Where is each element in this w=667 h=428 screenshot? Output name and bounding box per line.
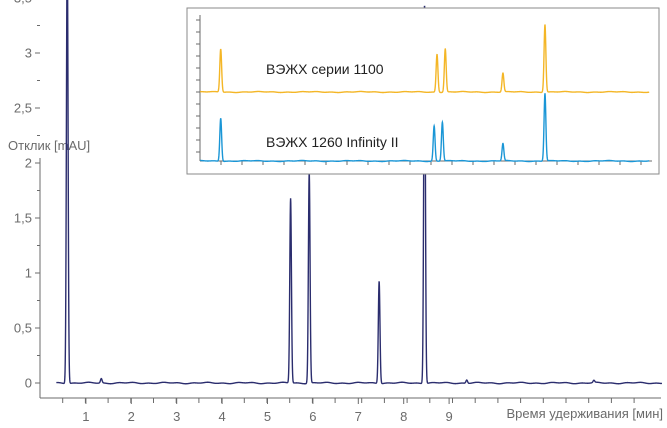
x-tick-label: 3 <box>173 409 180 424</box>
y-tick-label: 3 <box>25 46 32 61</box>
x-tick-label: 2 <box>128 409 135 424</box>
y-tick-label: 3,5 <box>14 0 32 6</box>
y-axis: 00,511,522,533,54 <box>14 0 41 398</box>
y-tick-label: 1,5 <box>14 211 32 226</box>
inset-frame <box>186 7 660 175</box>
series-label-hplc-1260-infinity-ii: ВЭЖХ 1260 Infinity II <box>266 134 399 150</box>
x-tick-label: 9 <box>445 409 452 424</box>
x-axis: 1 2 3 4 5 6 7 8 9 <box>40 397 661 424</box>
main-chromatogram: Отклик [mAU] Время удерживания [мин] 0 0,… <box>8 0 663 424</box>
y-tick-label: 0 <box>25 376 32 391</box>
x-axis-label: Время удерживания [мин] <box>507 406 663 421</box>
y-tick-label: 0,5 <box>14 321 32 336</box>
y-tick-label: 2 <box>25 156 32 171</box>
y-tick-label: 2,5 <box>14 101 32 116</box>
y-axis-label: Отклик [mAU] <box>8 138 90 153</box>
inset-comparison-chart: ВЭЖХ серии 1100 ВЭЖХ 1260 Infinity II <box>186 7 660 175</box>
chromatogram-series-line <box>56 0 662 385</box>
x-tick-label: 6 <box>309 409 316 424</box>
series-line-hplc-1100 <box>200 24 650 94</box>
x-tick-label: 4 <box>218 409 225 424</box>
y-tick-label: 1 <box>25 266 32 281</box>
x-tick-label: 5 <box>264 409 271 424</box>
series-label-hplc-1100: ВЭЖХ серии 1100 <box>266 61 384 77</box>
x-tick-label: 7 <box>355 409 362 424</box>
x-tick-label: 1 <box>82 409 89 424</box>
series-line-hplc-1260-infinity-ii <box>200 93 650 163</box>
x-tick-label: 8 <box>400 409 407 424</box>
